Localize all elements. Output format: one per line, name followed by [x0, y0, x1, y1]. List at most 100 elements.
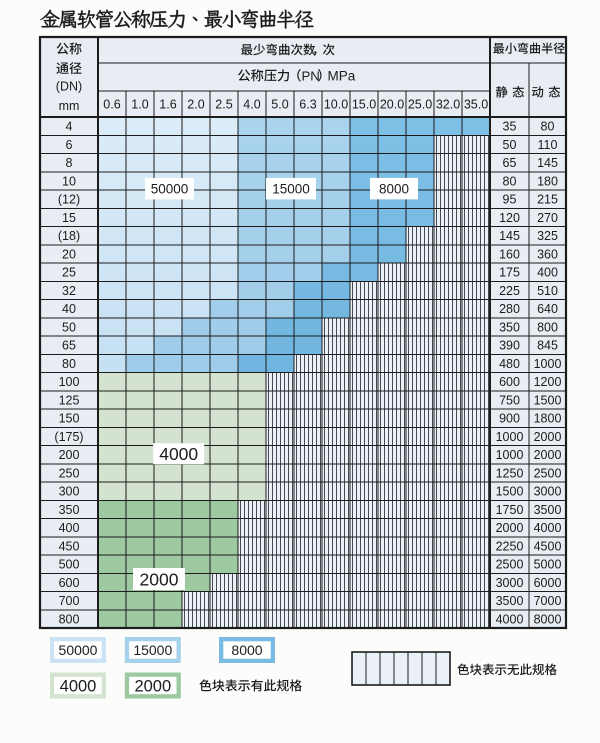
svg-text:8: 8	[66, 156, 73, 170]
svg-text:2000: 2000	[140, 569, 179, 589]
svg-text:125: 125	[59, 393, 80, 407]
svg-text:250: 250	[59, 466, 80, 480]
svg-text:1500: 1500	[496, 485, 524, 499]
svg-text:1500: 1500	[534, 393, 562, 407]
svg-text:2000: 2000	[534, 430, 562, 444]
svg-text:400: 400	[537, 266, 558, 280]
svg-text:15000: 15000	[133, 642, 172, 658]
svg-text:15.0: 15.0	[352, 98, 376, 112]
svg-text:3000: 3000	[534, 485, 562, 499]
svg-text:5000: 5000	[534, 558, 562, 572]
svg-text:95: 95	[503, 193, 517, 207]
svg-text:7000: 7000	[534, 594, 562, 608]
svg-text:2000: 2000	[496, 521, 524, 535]
svg-text:450: 450	[59, 539, 80, 553]
svg-text:750: 750	[499, 393, 520, 407]
svg-text:50: 50	[503, 138, 517, 152]
svg-text:32: 32	[62, 284, 76, 298]
svg-text:640: 640	[537, 302, 558, 316]
svg-text:2500: 2500	[496, 558, 524, 572]
svg-text:6.3: 6.3	[299, 98, 316, 112]
svg-text:4000: 4000	[534, 521, 562, 535]
svg-text:15000: 15000	[272, 182, 310, 197]
svg-text:1000: 1000	[534, 357, 562, 371]
svg-text:145: 145	[537, 156, 558, 170]
svg-text:50: 50	[62, 320, 76, 334]
svg-text:900: 900	[499, 412, 520, 426]
svg-text:0.6: 0.6	[103, 98, 120, 112]
svg-text:(18): (18)	[58, 229, 80, 243]
svg-text:4.0: 4.0	[243, 98, 260, 112]
svg-text:5.0: 5.0	[271, 98, 288, 112]
svg-text:2500: 2500	[534, 466, 562, 480]
svg-text:4000: 4000	[496, 612, 524, 626]
svg-text:8000: 8000	[231, 642, 262, 658]
svg-text:145: 145	[499, 229, 520, 243]
svg-text:1250: 1250	[496, 466, 524, 480]
svg-text:200: 200	[59, 448, 80, 462]
svg-text:20: 20	[62, 247, 76, 261]
svg-text:160: 160	[499, 247, 520, 261]
svg-text:20.0: 20.0	[380, 98, 404, 112]
svg-text:1000: 1000	[496, 448, 524, 462]
svg-text:65: 65	[62, 339, 76, 353]
svg-text:2250: 2250	[496, 539, 524, 553]
svg-text:10.0: 10.0	[324, 98, 348, 112]
svg-text:80: 80	[503, 174, 517, 188]
svg-text:280: 280	[499, 302, 520, 316]
svg-text:mm: mm	[59, 99, 80, 113]
svg-text:MPa: MPa	[328, 68, 356, 83]
svg-text:40: 40	[62, 302, 76, 316]
svg-text:1800: 1800	[534, 412, 562, 426]
svg-text:225: 225	[499, 284, 520, 298]
svg-text:3500: 3500	[534, 503, 562, 517]
svg-text:8000: 8000	[534, 612, 562, 626]
svg-text:4: 4	[66, 120, 73, 134]
svg-text:32.0: 32.0	[436, 98, 460, 112]
svg-text:15: 15	[62, 211, 76, 225]
svg-text:1.0: 1.0	[131, 98, 148, 112]
svg-text:8000: 8000	[379, 182, 409, 197]
svg-text:120: 120	[499, 211, 520, 225]
svg-text:80: 80	[62, 357, 76, 371]
svg-text:2.0: 2.0	[187, 98, 204, 112]
svg-text:480: 480	[499, 357, 520, 371]
svg-text:360: 360	[537, 247, 558, 261]
svg-text:(12): (12)	[58, 193, 80, 207]
svg-text:2.5: 2.5	[215, 98, 232, 112]
svg-text:1.6: 1.6	[159, 98, 176, 112]
svg-text:80: 80	[541, 120, 555, 134]
svg-text:4000: 4000	[159, 444, 198, 464]
svg-text:390: 390	[499, 339, 520, 353]
svg-text:4000: 4000	[60, 677, 97, 695]
svg-text:PN: PN	[302, 68, 320, 83]
svg-text:25: 25	[62, 266, 76, 280]
svg-text:1750: 1750	[496, 503, 524, 517]
svg-text:35.0: 35.0	[464, 98, 488, 112]
svg-text:2000: 2000	[134, 677, 171, 695]
svg-text:270: 270	[537, 211, 558, 225]
svg-text:(175): (175)	[54, 430, 83, 444]
svg-text:600: 600	[59, 576, 80, 590]
svg-text:350: 350	[59, 503, 80, 517]
svg-text:10: 10	[62, 174, 76, 188]
svg-text:400: 400	[59, 521, 80, 535]
svg-text:600: 600	[499, 375, 520, 389]
svg-text:65: 65	[503, 156, 517, 170]
svg-text:215: 215	[537, 193, 558, 207]
svg-text:800: 800	[59, 612, 80, 626]
svg-text:700: 700	[59, 594, 80, 608]
svg-text:6: 6	[66, 138, 73, 152]
svg-text:350: 350	[499, 320, 520, 334]
svg-text:4500: 4500	[534, 539, 562, 553]
svg-text:1000: 1000	[496, 430, 524, 444]
svg-text:800: 800	[537, 320, 558, 334]
svg-text:3000: 3000	[496, 576, 524, 590]
svg-text:(DN): (DN)	[56, 80, 82, 94]
svg-text:1200: 1200	[534, 375, 562, 389]
svg-text:2000: 2000	[534, 448, 562, 462]
svg-text:180: 180	[537, 174, 558, 188]
svg-text:150: 150	[59, 412, 80, 426]
svg-text:6000: 6000	[534, 576, 562, 590]
svg-text:325: 325	[537, 229, 558, 243]
